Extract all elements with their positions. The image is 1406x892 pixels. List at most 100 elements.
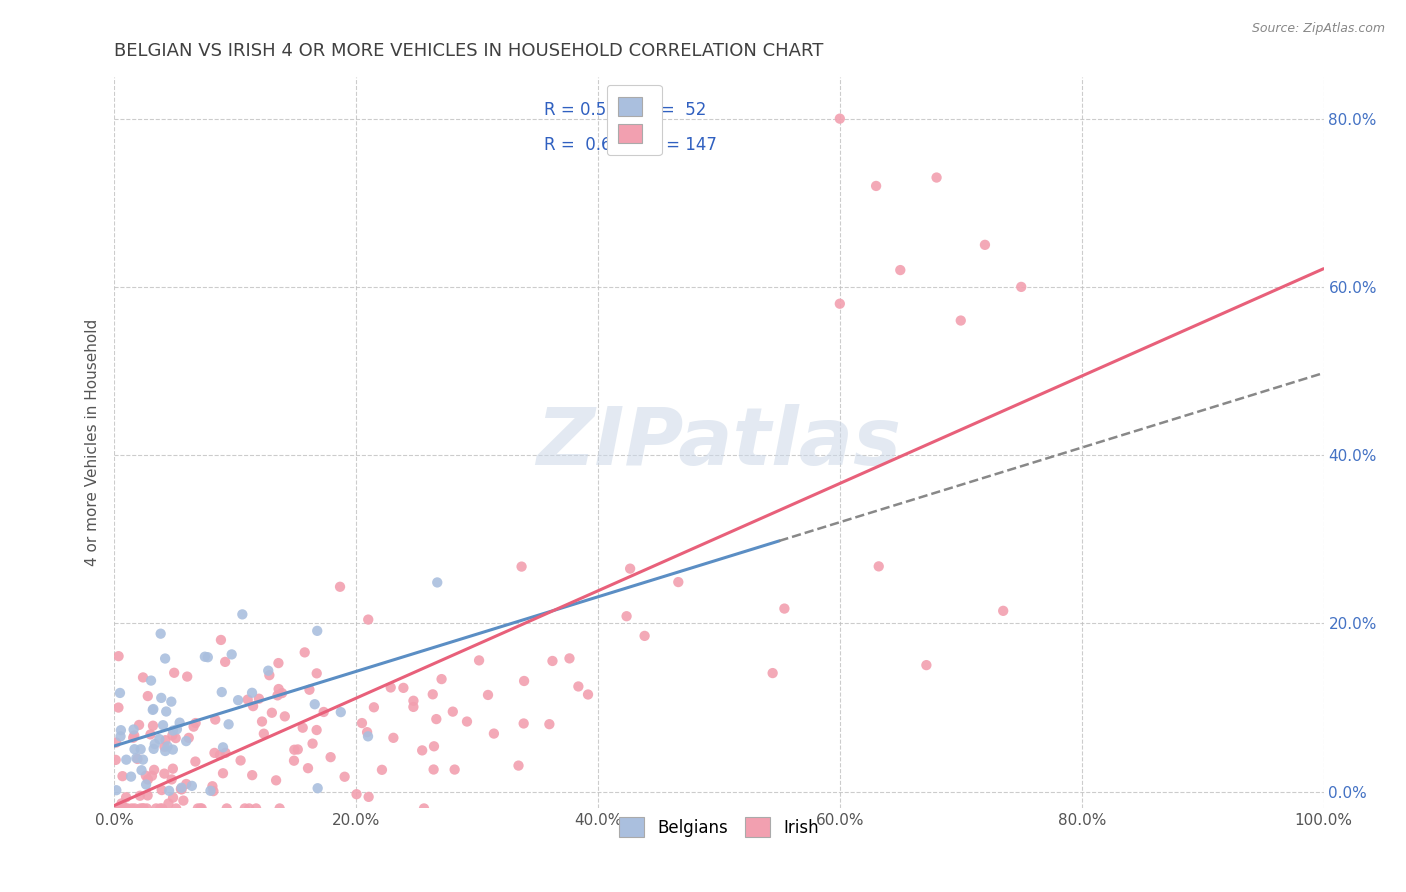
Point bbox=[283, 743, 305, 757]
Point bbox=[250, 714, 273, 729]
Point bbox=[218, 717, 240, 731]
Point bbox=[291, 721, 314, 735]
Point bbox=[153, 766, 176, 780]
Point bbox=[541, 654, 564, 668]
Point bbox=[346, 787, 368, 801]
Point bbox=[357, 729, 380, 743]
Point bbox=[115, 790, 138, 805]
Point bbox=[350, 716, 373, 731]
Point bbox=[190, 801, 212, 815]
Point bbox=[197, 650, 219, 665]
Point bbox=[145, 801, 167, 815]
Point bbox=[170, 782, 193, 797]
Point bbox=[127, 752, 149, 766]
Point bbox=[143, 763, 166, 777]
Point bbox=[156, 739, 179, 754]
Point bbox=[149, 626, 172, 640]
Point bbox=[380, 681, 402, 695]
Point bbox=[202, 784, 225, 798]
Point bbox=[259, 668, 281, 682]
Point bbox=[329, 705, 352, 719]
Point bbox=[162, 762, 184, 776]
Point bbox=[105, 783, 128, 797]
Point bbox=[187, 801, 209, 815]
Point bbox=[245, 801, 267, 815]
Point bbox=[162, 728, 184, 742]
Point bbox=[915, 658, 938, 673]
Point bbox=[267, 656, 290, 670]
Point bbox=[125, 751, 148, 765]
Point bbox=[212, 766, 235, 780]
Point bbox=[107, 700, 129, 714]
Point bbox=[233, 801, 256, 815]
Point bbox=[558, 651, 581, 665]
Point bbox=[152, 718, 174, 732]
Point bbox=[153, 739, 176, 754]
Point bbox=[148, 732, 170, 747]
Point bbox=[231, 607, 253, 622]
Point bbox=[172, 794, 194, 808]
Point bbox=[301, 737, 323, 751]
Point bbox=[422, 687, 444, 701]
Point bbox=[271, 686, 294, 700]
Point bbox=[333, 770, 356, 784]
Point bbox=[402, 694, 425, 708]
Point bbox=[139, 673, 162, 688]
Point bbox=[184, 716, 207, 731]
Point bbox=[117, 801, 139, 815]
Point bbox=[155, 705, 177, 719]
Point bbox=[139, 727, 162, 741]
Point bbox=[305, 666, 328, 681]
Point bbox=[240, 686, 263, 700]
Point bbox=[209, 632, 232, 647]
Point bbox=[304, 698, 326, 712]
Point bbox=[666, 575, 689, 590]
Point bbox=[163, 665, 186, 680]
Point bbox=[155, 744, 177, 758]
Point bbox=[312, 705, 335, 719]
Point bbox=[183, 720, 205, 734]
Point bbox=[269, 801, 291, 815]
Point bbox=[108, 801, 131, 815]
Point bbox=[136, 789, 159, 803]
Point bbox=[142, 702, 165, 716]
Point bbox=[111, 769, 134, 783]
Point bbox=[141, 769, 163, 783]
Point bbox=[174, 734, 197, 748]
Point bbox=[1010, 280, 1032, 294]
Point bbox=[567, 680, 589, 694]
Point bbox=[221, 648, 243, 662]
Point bbox=[124, 801, 146, 815]
Point bbox=[211, 685, 233, 699]
Point bbox=[260, 706, 283, 720]
Point bbox=[214, 746, 236, 760]
Point bbox=[166, 723, 188, 737]
Point bbox=[122, 731, 145, 745]
Point bbox=[868, 559, 890, 574]
Point bbox=[441, 705, 464, 719]
Point bbox=[616, 609, 638, 624]
Point bbox=[257, 664, 280, 678]
Point bbox=[477, 688, 499, 702]
Point bbox=[115, 753, 138, 767]
Y-axis label: 4 or more Vehicles in Household: 4 or more Vehicles in Household bbox=[86, 319, 100, 566]
Text: ZIPatlas: ZIPatlas bbox=[536, 403, 901, 482]
Point bbox=[157, 784, 180, 798]
Point bbox=[129, 742, 152, 756]
Text: BELGIAN VS IRISH 4 OR MORE VEHICLES IN HOUSEHOLD CORRELATION CHART: BELGIAN VS IRISH 4 OR MORE VEHICLES IN H… bbox=[114, 42, 824, 60]
Point bbox=[142, 719, 165, 733]
Point bbox=[110, 801, 132, 815]
Point bbox=[443, 763, 465, 777]
Point bbox=[214, 655, 236, 669]
Point bbox=[208, 747, 231, 762]
Point bbox=[160, 772, 183, 787]
Point bbox=[319, 750, 342, 764]
Point bbox=[357, 613, 380, 627]
Point bbox=[212, 740, 235, 755]
Point bbox=[762, 666, 785, 681]
Point bbox=[160, 695, 183, 709]
Point bbox=[165, 731, 187, 745]
Point bbox=[142, 742, 165, 756]
Point bbox=[307, 624, 329, 638]
Point bbox=[142, 703, 165, 717]
